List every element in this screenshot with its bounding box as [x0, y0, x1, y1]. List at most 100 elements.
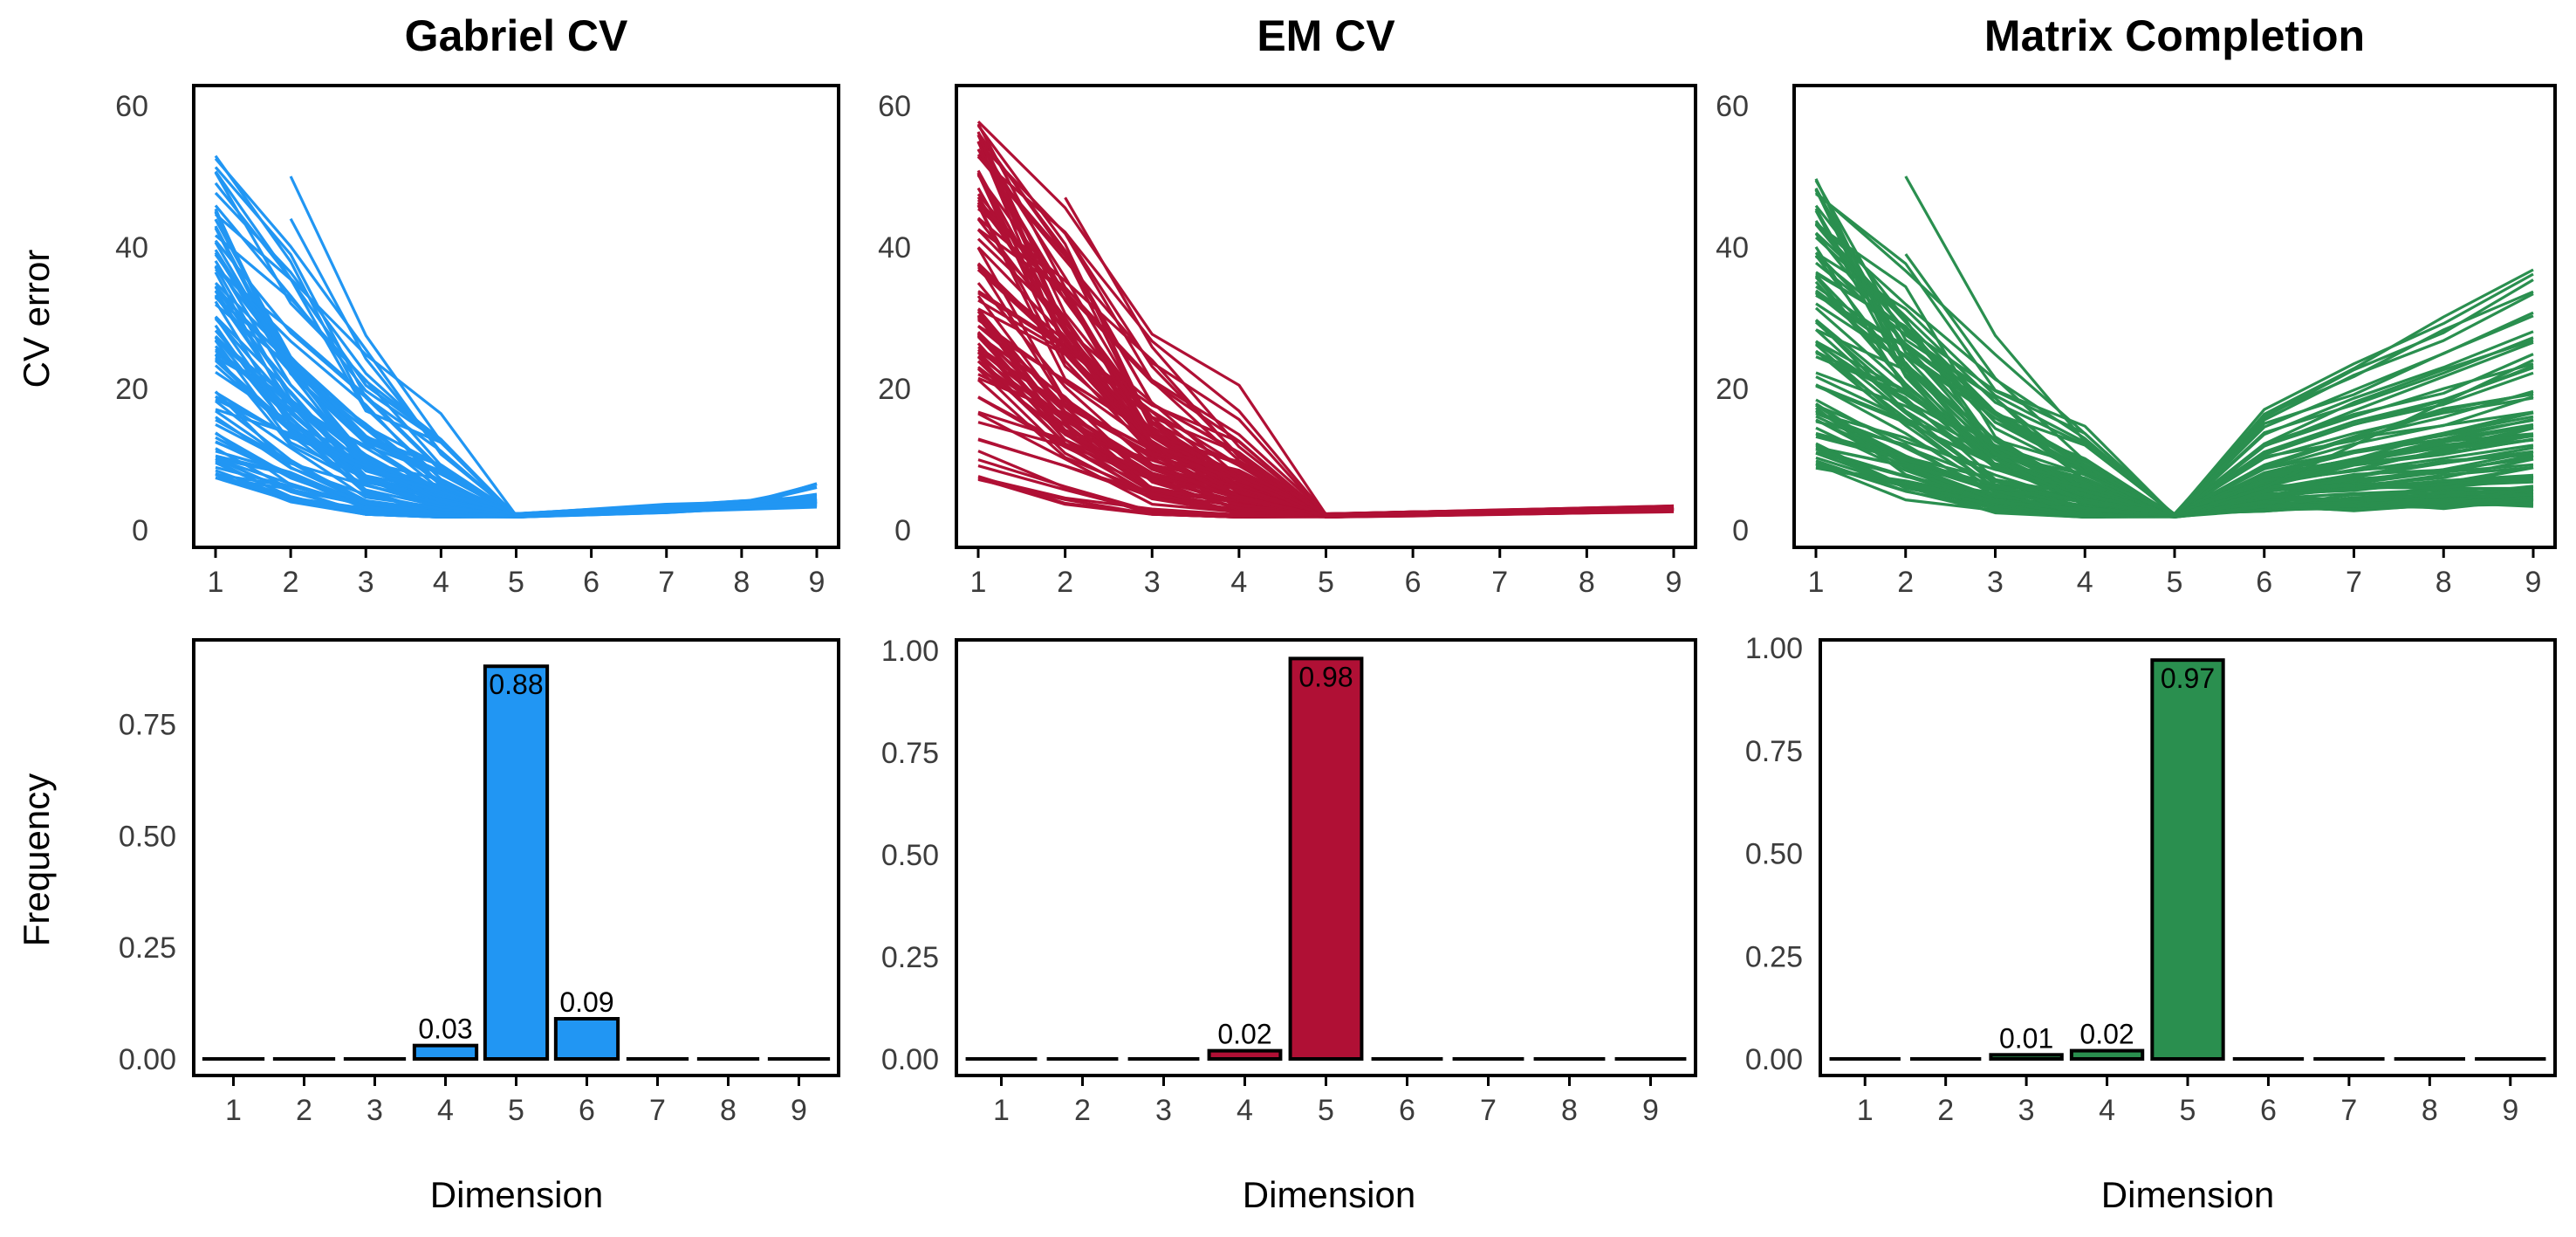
bar-value-label: 0.02: [2079, 1019, 2134, 1050]
cv-error-curve: [976, 295, 1675, 518]
x-tick-label: 5: [2167, 566, 2183, 599]
y-tick-label: 0.25: [881, 941, 939, 974]
y-tick-label: 0.25: [1745, 940, 1803, 973]
x-tick-label: 3: [358, 566, 374, 599]
x-tick-label: 4: [2099, 1094, 2115, 1127]
x-tick-label: 5: [508, 566, 524, 599]
cv-error-curve: [214, 157, 818, 517]
x-tick-label: 7: [658, 566, 675, 599]
y-tick-label: 0.50: [119, 820, 176, 853]
bar-value-label: 0.03: [418, 1014, 472, 1045]
x-tick-label: 1: [1808, 566, 1825, 599]
x-tick-label: 1: [970, 566, 987, 599]
x-tick-label: 1: [993, 1094, 1010, 1127]
x-tick-label: 6: [2256, 566, 2272, 599]
x-tick-label: 3: [1155, 1094, 1172, 1127]
bar-dim-4: [412, 1043, 479, 1061]
y-tick-label: 0.00: [1745, 1043, 1803, 1076]
x-tick-label: 4: [2077, 566, 2093, 599]
bar-dim-6: [553, 1017, 620, 1061]
x-tick-label: 3: [367, 1094, 383, 1127]
bar-dim-4: [2069, 1048, 2145, 1061]
y-tick-label: 0: [894, 514, 911, 547]
y-tick-label: 1.00: [881, 635, 939, 668]
cv-error-curve: [976, 141, 1675, 516]
x-tick-label: 4: [433, 566, 449, 599]
x-tick-label: 7: [1480, 1094, 1497, 1127]
x-tick-label: 5: [508, 1094, 524, 1127]
x-tick-label: 7: [2346, 566, 2362, 599]
y-tick-label: 0.25: [119, 931, 176, 965]
plot-frame: [192, 84, 840, 549]
cv-error-curve: [976, 141, 1675, 517]
x-tick-label: 8: [2436, 566, 2452, 599]
x-tick-label: 3: [2018, 1094, 2035, 1127]
y-tick-label: 0: [132, 514, 148, 547]
y-tick-label: 40: [878, 231, 911, 265]
chart-panel-6: 0.01 0.02 0.97 0.00 0.25 0.50 0.75 1.00 1 2 3 4 5 6 7 8…: [1745, 632, 2557, 1127]
y-tick-label: 40: [1716, 231, 1749, 265]
bar-value-label: 0.09: [559, 986, 613, 1018]
x-tick-label: 6: [583, 566, 599, 599]
x-tick-label: 8: [1561, 1094, 1578, 1127]
x-tick-label: 2: [1074, 1094, 1091, 1127]
x-tick-label: 2: [296, 1094, 312, 1127]
y-tick-label: 0: [1732, 514, 1749, 547]
x-tick-label: 5: [1318, 1094, 1334, 1127]
y-tick-label: 0.00: [119, 1043, 176, 1076]
bar-value-label: 0.02: [1217, 1019, 1271, 1050]
x-tick-label: 2: [1057, 566, 1073, 599]
x-tick-label: 4: [1237, 1094, 1253, 1127]
x-tick-label: 8: [2422, 1094, 2438, 1127]
panel-title-1: Gabriel CV: [405, 11, 628, 60]
panel-title-3: Matrix Completion: [1984, 11, 2365, 60]
y-tick-label: 0.75: [1745, 735, 1803, 768]
y-tick-label: 0.50: [1745, 838, 1803, 871]
x-tick-label: 1: [225, 1094, 242, 1127]
bar-dim-3: [1989, 1053, 2064, 1062]
chart-panel-1: Gabriel CV 0 20 40 60 1 2 3 4 5 6 7 8 9: [115, 11, 840, 599]
x-tick-label: 9: [809, 566, 826, 599]
cv-error-curve: [215, 408, 818, 516]
panel-title-2: EM CV: [1257, 11, 1395, 60]
row-label-cv-error: CV error: [16, 250, 57, 388]
x-tick-label: 1: [1857, 1094, 1874, 1127]
plot-frame: [1819, 638, 2557, 1077]
y-tick-label: 0.75: [881, 737, 939, 770]
cv-error-curve: [214, 182, 818, 518]
x-tick-label: 3: [1144, 566, 1161, 599]
chart-panel-4: 0.03 0.88 0.09 0.00 0.25 0.50 0.75 1 2 3 4 5 6 7 8 9: [119, 638, 840, 1127]
x-tick-label: 2: [1937, 1094, 1954, 1127]
plot-frame: [955, 638, 1697, 1077]
x-tick-label: 2: [283, 566, 299, 599]
x-tick-label: 5: [1318, 566, 1334, 599]
bar-dim-5: [483, 664, 550, 1061]
x-axis-label-col1: Dimension: [430, 1174, 603, 1215]
cv-error-curve: [976, 141, 1675, 516]
chart-panel-2: EM CV 0 20 40 60 1 2 3 4 5 6 7 8 9: [878, 11, 1697, 599]
y-tick-label: 60: [115, 90, 148, 123]
cv-error-curve: [214, 317, 818, 518]
x-tick-label: 3: [1987, 566, 2004, 599]
x-tick-label: 9: [791, 1094, 807, 1127]
bar-dim-4: [1207, 1048, 1283, 1062]
x-tick-label: 8: [1579, 566, 1595, 599]
cv-error-curve: [976, 148, 1675, 517]
x-tick-label: 9: [1666, 566, 1682, 599]
x-tick-label: 7: [1491, 566, 1508, 599]
y-tick-label: 20: [115, 373, 148, 406]
x-tick-label: 9: [2502, 1094, 2518, 1127]
bar-value-label: 0.01: [1999, 1022, 2053, 1054]
x-axis-label-col3: Dimension: [2101, 1174, 2274, 1215]
x-tick-label: 1: [208, 566, 224, 599]
bar-dim-5: [1288, 656, 1364, 1061]
cv-error-curve: [976, 141, 1675, 519]
bar-value-label: 0.88: [489, 669, 543, 700]
cv-error-curve: [1904, 253, 2534, 518]
x-tick-label: 5: [2180, 1094, 2196, 1127]
x-tick-label: 7: [2340, 1094, 2357, 1127]
y-tick-label: 0.50: [881, 839, 939, 872]
bar-dim-5: [2150, 658, 2225, 1061]
bar-value-label: 0.98: [1298, 661, 1353, 692]
